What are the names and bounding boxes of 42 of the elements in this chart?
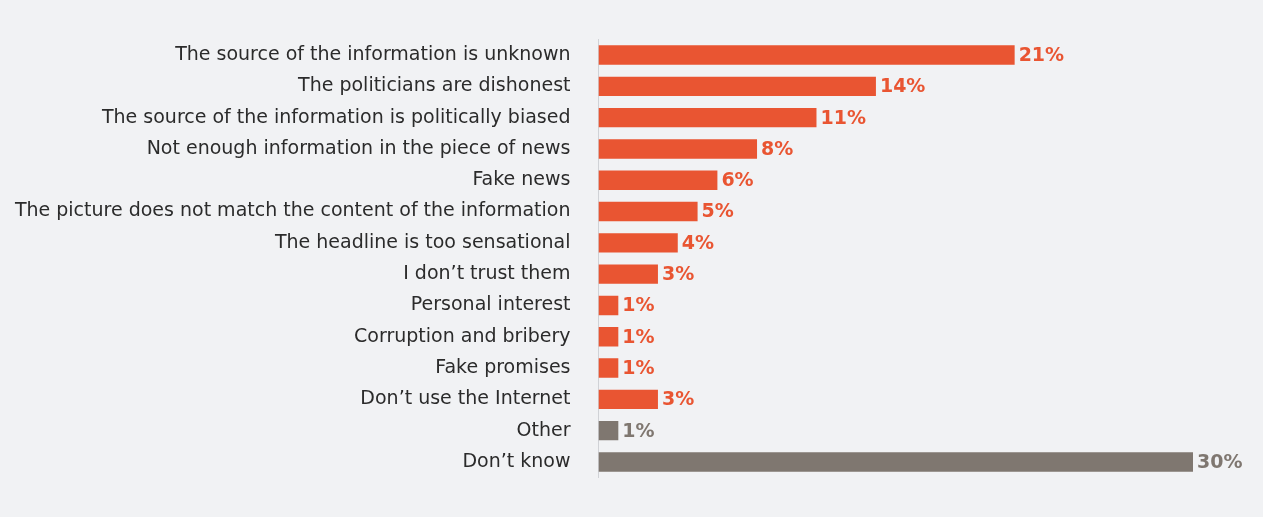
bar	[598, 452, 1193, 472]
data-label: 11%	[820, 105, 866, 128]
data-label: 8%	[761, 136, 794, 159]
y-tick-label: Don’t know	[462, 448, 571, 471]
y-tick-label: Not enough information in the piece of news	[146, 135, 571, 158]
data-label: 3%	[661, 387, 695, 410]
y-tick-label: I don’t trust them	[403, 261, 571, 284]
data-label: 6%	[721, 168, 754, 191]
data-label: 1%	[622, 355, 655, 378]
bar	[598, 107, 817, 128]
y-tick-label: Other	[516, 417, 571, 440]
y-tick-label: The politicians are dishonest	[297, 73, 571, 96]
data-label: 21%	[1018, 42, 1065, 65]
data-label: 30%	[1197, 449, 1243, 472]
data-label: 3%	[661, 262, 695, 285]
y-tick-label: Don’t use the Internet	[360, 386, 571, 409]
bar	[598, 264, 658, 284]
y-tick-label: Personal interest	[410, 292, 571, 315]
data-label: 14%	[879, 74, 926, 97]
bar	[598, 201, 698, 222]
bar	[598, 327, 619, 347]
y-tick-label: The headline is too sensational	[273, 229, 571, 252]
data-label: 5%	[701, 199, 734, 222]
bar	[598, 233, 678, 253]
bar	[598, 170, 718, 190]
y-tick-label: The source of the information is unknown	[174, 41, 571, 64]
data-label: 1%	[622, 324, 655, 347]
y-tick-label: The picture does not match the content of the information	[13, 198, 571, 221]
data-label: 1%	[622, 418, 655, 441]
bar	[598, 389, 658, 410]
y-tick-label: Corruption and bribery	[354, 323, 571, 346]
bar	[598, 139, 758, 159]
y-tick-label: Fake news	[472, 167, 571, 190]
data-label: 1%	[622, 293, 655, 316]
bar	[598, 358, 619, 378]
data-label: 4%	[681, 230, 715, 253]
bar	[598, 76, 876, 97]
bar	[598, 420, 619, 441]
bar	[598, 295, 619, 316]
bar	[598, 45, 1015, 65]
y-tick-label: The source of the information is politically biased	[100, 104, 571, 127]
y-tick-label: Fake promises	[435, 354, 571, 377]
